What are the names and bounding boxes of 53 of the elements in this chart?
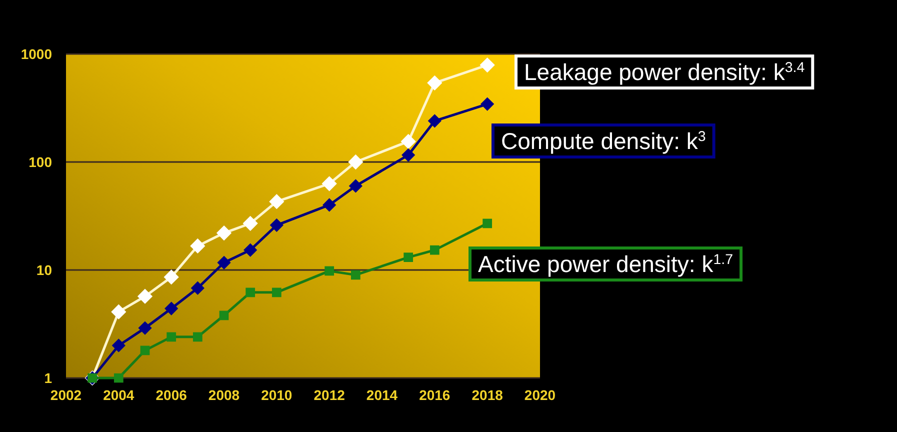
series-label: Active power density: k$^{1.7}$ <box>478 251 734 277</box>
series-label: Compute density: k$^{3}$ <box>501 128 706 154</box>
point <box>216 226 232 240</box>
point <box>402 148 415 162</box>
x-tick-label: 2004 <box>103 387 134 403</box>
x-tick-label: 2012 <box>314 387 346 403</box>
point <box>192 332 202 342</box>
point <box>219 310 229 320</box>
point <box>164 302 178 316</box>
y-tick-label: 10 <box>36 262 52 278</box>
y-tick-label: 1 <box>44 370 52 386</box>
point <box>190 238 206 254</box>
point <box>269 194 284 209</box>
point <box>111 304 126 320</box>
point <box>138 321 152 335</box>
point <box>404 252 414 262</box>
point <box>427 76 442 90</box>
y-tick-label: 100 <box>28 154 52 170</box>
point <box>138 289 152 304</box>
x-tick-label: 2002 <box>50 387 82 403</box>
point <box>480 97 494 111</box>
x-tick-label: 2014 <box>366 387 398 403</box>
point <box>166 332 176 342</box>
point <box>246 288 256 298</box>
point <box>270 218 284 232</box>
y-tick-label: 1000 <box>20 46 52 62</box>
point <box>112 338 126 352</box>
point <box>349 179 362 193</box>
point <box>322 198 336 212</box>
point <box>114 373 124 383</box>
point <box>428 114 442 128</box>
point <box>272 288 282 298</box>
x-tick-label: 2018 <box>472 387 504 403</box>
point <box>191 281 204 295</box>
point <box>244 243 257 257</box>
x-tick-label: 2008 <box>208 387 240 403</box>
x-tick-label: 2016 <box>419 387 450 403</box>
point <box>164 270 179 284</box>
point <box>480 58 495 72</box>
point <box>217 256 231 270</box>
point <box>322 176 337 192</box>
point <box>350 270 360 280</box>
x-tick-label: 2006 <box>156 387 188 403</box>
point <box>400 134 416 149</box>
x-tick-label: 2020 <box>524 387 556 403</box>
point <box>140 346 150 356</box>
point <box>348 154 364 170</box>
x-tick-label: 2010 <box>261 387 292 403</box>
point <box>242 216 258 231</box>
point <box>482 218 492 228</box>
point <box>430 245 440 255</box>
series-label: Leakage power density: k$^{3.4}$ <box>524 59 805 85</box>
point <box>324 266 334 276</box>
